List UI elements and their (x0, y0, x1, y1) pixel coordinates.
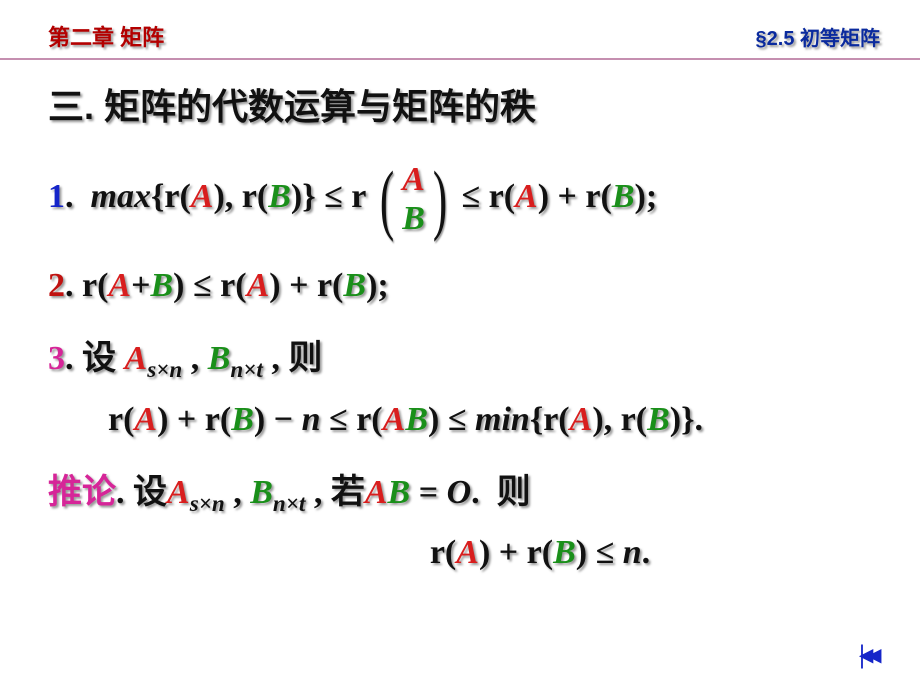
sym-A: A (108, 267, 131, 304)
corollary: 推论. 设As×n , Bn×t , 若AB = O. 则 (48, 467, 872, 521)
t: r (351, 178, 365, 215)
t: ) (428, 401, 439, 438)
t: )} (291, 178, 316, 215)
t: 设 (82, 340, 125, 377)
t: , (182, 340, 208, 377)
t: ), r( (592, 401, 647, 438)
slide-content: 三. 矩阵的代数运算与矩阵的秩 1. max{r(A), r(B)} ≤ r (… (0, 60, 920, 578)
slide-title: 三. 矩阵的代数运算与矩阵的秩 (48, 78, 872, 130)
sym-O: O (447, 474, 472, 511)
nav-first-icon[interactable]: |◂◂ (859, 640, 876, 670)
sym-A: A (456, 534, 479, 571)
sub-B: n×t (273, 490, 305, 516)
t: . (116, 474, 133, 511)
sym-B: B (250, 474, 273, 511)
t: . (65, 267, 82, 304)
sym-A: A (570, 401, 593, 438)
t: . (471, 474, 488, 511)
sym-A: A (167, 474, 190, 511)
column-matrix: ( A B ) (374, 160, 453, 238)
item-number-2: 2 (48, 267, 65, 304)
t: {r( (530, 401, 570, 438)
corollary-label: 推论 (48, 473, 116, 511)
sym-B: B (268, 178, 291, 215)
t: r( (430, 534, 456, 571)
item-number-1: 1 (48, 178, 65, 215)
sym-B: B (647, 401, 670, 438)
section-label: §2.5 初等矩阵 (756, 22, 880, 51)
sym-n: n (623, 534, 642, 571)
t: ≤ (461, 178, 488, 215)
t: , (263, 340, 289, 377)
t: ) + r( (157, 401, 231, 438)
t: r( (108, 401, 134, 438)
t: 设 (133, 474, 167, 511)
sym-B: B (231, 401, 254, 438)
t: ) + r( (479, 534, 553, 571)
sym-A: A (383, 401, 406, 438)
t: ) − (254, 401, 302, 438)
sym-B: B (208, 340, 231, 377)
sym-B: B (150, 267, 173, 304)
sym-A: A (402, 160, 425, 199)
sym-A: A (191, 178, 214, 215)
sub-A: s×n (147, 357, 182, 383)
sym-B: B (402, 199, 425, 238)
t: ≤ (316, 178, 352, 215)
t: max (91, 178, 151, 215)
t: 则 (288, 340, 322, 377)
sym-B: B (343, 267, 366, 304)
t: min (475, 401, 530, 438)
left-bracket-icon: ( (380, 166, 394, 232)
sub-A: s×n (190, 490, 225, 516)
sub-B: n×t (230, 357, 262, 383)
sym-A: A (515, 178, 538, 215)
t: + (131, 267, 150, 304)
t: ) ≤ r( (173, 267, 246, 304)
t: r( (82, 267, 108, 304)
t: ≤ (321, 401, 357, 438)
sym-A: A (125, 340, 148, 377)
sym-A: A (134, 401, 157, 438)
t: r( (489, 178, 515, 215)
sym-B: B (388, 474, 411, 511)
chapter-label: 第二章 矩阵 (48, 20, 164, 52)
t: {r( (151, 178, 191, 215)
sym-n: n (302, 401, 321, 438)
corollary-line2: r(A) + r(B) ≤ n. (48, 527, 872, 578)
t: 则 (497, 474, 531, 511)
t: ); (635, 178, 658, 215)
item-1: 1. max{r(A), r(B)} ≤ r ( A B ) ≤ r(A) + … (48, 160, 872, 238)
t: ≤ (439, 401, 475, 438)
t: , (225, 474, 251, 511)
t: ) + r( (538, 178, 612, 215)
t: . (65, 178, 82, 215)
item-3-line2: r(A) + r(B) − n ≤ r(AB) ≤ min{r(A), r(B)… (48, 394, 872, 445)
t: ); (366, 267, 389, 304)
t: 若 (331, 474, 365, 511)
t: , (305, 474, 331, 511)
t: ) ≤ (576, 534, 623, 571)
slide-header: 第二章 矩阵 §2.5 初等矩阵 (0, 0, 920, 60)
item-2: 2. r(A+B) ≤ r(A) + r(B); (48, 260, 872, 311)
sym-B: B (553, 534, 576, 571)
right-bracket-icon: ) (433, 166, 447, 232)
sym-B: B (612, 178, 635, 215)
item-number-3: 3 (48, 340, 65, 377)
t: . (642, 534, 651, 571)
sym-B: B (405, 401, 428, 438)
t: ) + r( (269, 267, 343, 304)
t: = (410, 474, 446, 511)
item-3: 3. 设 As×n , Bn×t , 则 (48, 333, 872, 387)
t: )}. (670, 401, 703, 438)
sym-A: A (365, 474, 388, 511)
t: ), r( (213, 178, 268, 215)
t: r( (356, 401, 382, 438)
t: . (65, 340, 82, 377)
sym-A: A (247, 267, 270, 304)
